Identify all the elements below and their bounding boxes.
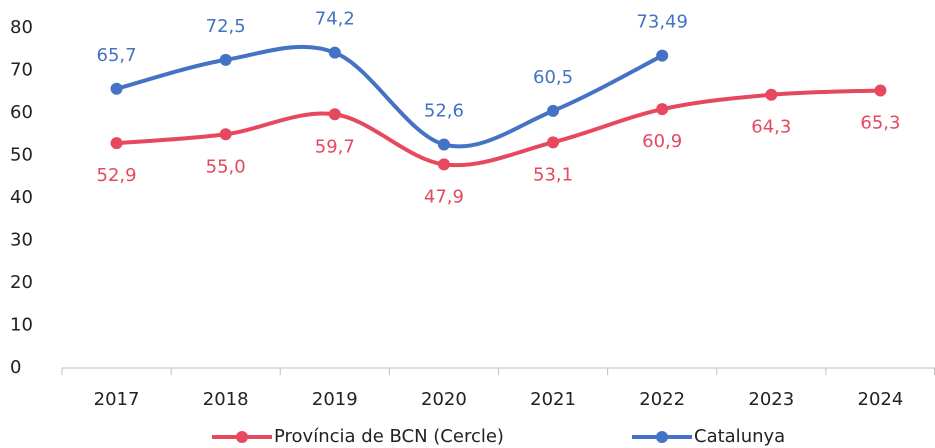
y-tick-label: 80 [10, 17, 33, 38]
legend-marker [236, 431, 248, 443]
data-point [437, 138, 450, 151]
data-label: 65,7 [97, 45, 137, 66]
y-tick-label: 30 [10, 230, 33, 251]
legend-marker [656, 431, 668, 443]
y-tick-label: 0 [10, 357, 21, 378]
data-label: 73,49 [636, 12, 688, 33]
data-point [219, 128, 232, 141]
x-tick-label: 2017 [94, 389, 140, 410]
series-line [116, 44, 664, 149]
x-tick-label: 2018 [203, 389, 249, 410]
data-label: 60,9 [642, 131, 682, 152]
data-label: 59,7 [315, 136, 355, 157]
y-tick-label: 70 [10, 60, 33, 81]
x-tick-label: 2021 [530, 389, 576, 410]
y-tick-label: 60 [10, 102, 33, 123]
data-point [656, 49, 669, 62]
data-label: 47,9 [424, 186, 464, 207]
y-tick-label: 10 [10, 315, 33, 336]
x-tick-label: 2022 [639, 389, 685, 410]
data-point [328, 46, 341, 59]
legend-label: Província de BCN (Cercle) [274, 426, 504, 447]
data-point [328, 108, 341, 121]
data-label: 55,0 [206, 156, 246, 177]
data-label: 74,2 [315, 9, 355, 30]
data-label: 52,9 [97, 165, 137, 186]
x-tick-label: 2019 [312, 389, 358, 410]
y-tick-label: 20 [10, 272, 33, 293]
data-label: 72,5 [206, 16, 246, 37]
y-tick-label: 40 [10, 187, 33, 208]
data-point [110, 137, 123, 150]
y-tick-label: 50 [10, 145, 33, 166]
data-point [874, 84, 887, 97]
data-point [437, 158, 450, 171]
data-point [110, 82, 123, 95]
data-point [219, 53, 232, 66]
legend-label: Catalunya [694, 426, 785, 447]
data-label: 53,1 [533, 164, 573, 185]
data-point [765, 88, 778, 101]
data-label: 65,3 [860, 112, 900, 133]
series-line [116, 88, 881, 168]
data-point [656, 103, 669, 116]
data-point [547, 104, 560, 117]
x-tick-label: 2020 [421, 389, 467, 410]
data-point [547, 136, 560, 149]
data-label: 60,5 [533, 67, 573, 88]
x-tick-label: 2023 [748, 389, 794, 410]
x-tick-label: 2024 [858, 389, 904, 410]
data-label: 52,6 [424, 100, 464, 121]
data-label: 64,3 [751, 117, 791, 138]
